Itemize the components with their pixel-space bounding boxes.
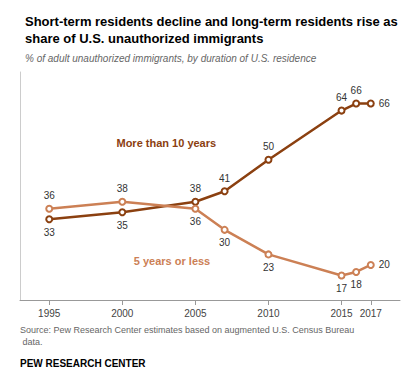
svg-text:66: 66: [351, 85, 363, 96]
svg-text:38: 38: [117, 183, 129, 194]
svg-text:2015: 2015: [330, 308, 353, 319]
svg-text:36: 36: [190, 216, 202, 227]
svg-text:2005: 2005: [184, 308, 207, 319]
svg-text:2017: 2017: [360, 308, 383, 319]
svg-text:More than 10 years: More than 10 years: [116, 137, 216, 149]
svg-text:1995: 1995: [38, 308, 61, 319]
svg-text:23: 23: [263, 262, 275, 273]
svg-text:% of adult unauthorized immigr: % of adult unauthorized immigrants, by d…: [25, 53, 317, 64]
svg-text:2010: 2010: [257, 308, 280, 319]
svg-text:30: 30: [219, 237, 231, 248]
svg-text:33: 33: [44, 227, 56, 238]
svg-text:Short-term residents decline a: Short-term residents decline and long-te…: [25, 14, 401, 29]
svg-text:data.: data.: [20, 337, 43, 347]
svg-text:20: 20: [379, 259, 391, 270]
svg-text:2000: 2000: [111, 308, 134, 319]
svg-text:41: 41: [219, 173, 231, 184]
svg-text:38: 38: [190, 183, 202, 194]
svg-text:36: 36: [44, 190, 56, 201]
svg-text:Source: Pew Research Center es: Source: Pew Research Center estimates ba…: [20, 325, 354, 335]
svg-text:17: 17: [336, 283, 348, 294]
svg-text:5 years or less: 5 years or less: [134, 255, 210, 267]
svg-text:35: 35: [117, 220, 129, 231]
svg-text:18: 18: [351, 279, 363, 290]
svg-text:share of U.S. unauthorized imm: share of U.S. unauthorized immigrants: [25, 31, 263, 46]
svg-text:66: 66: [379, 98, 391, 109]
svg-text:50: 50: [263, 141, 275, 152]
svg-text:PEW RESEARCH CENTER: PEW RESEARCH CENTER: [20, 358, 146, 369]
svg-text:64: 64: [336, 92, 348, 103]
